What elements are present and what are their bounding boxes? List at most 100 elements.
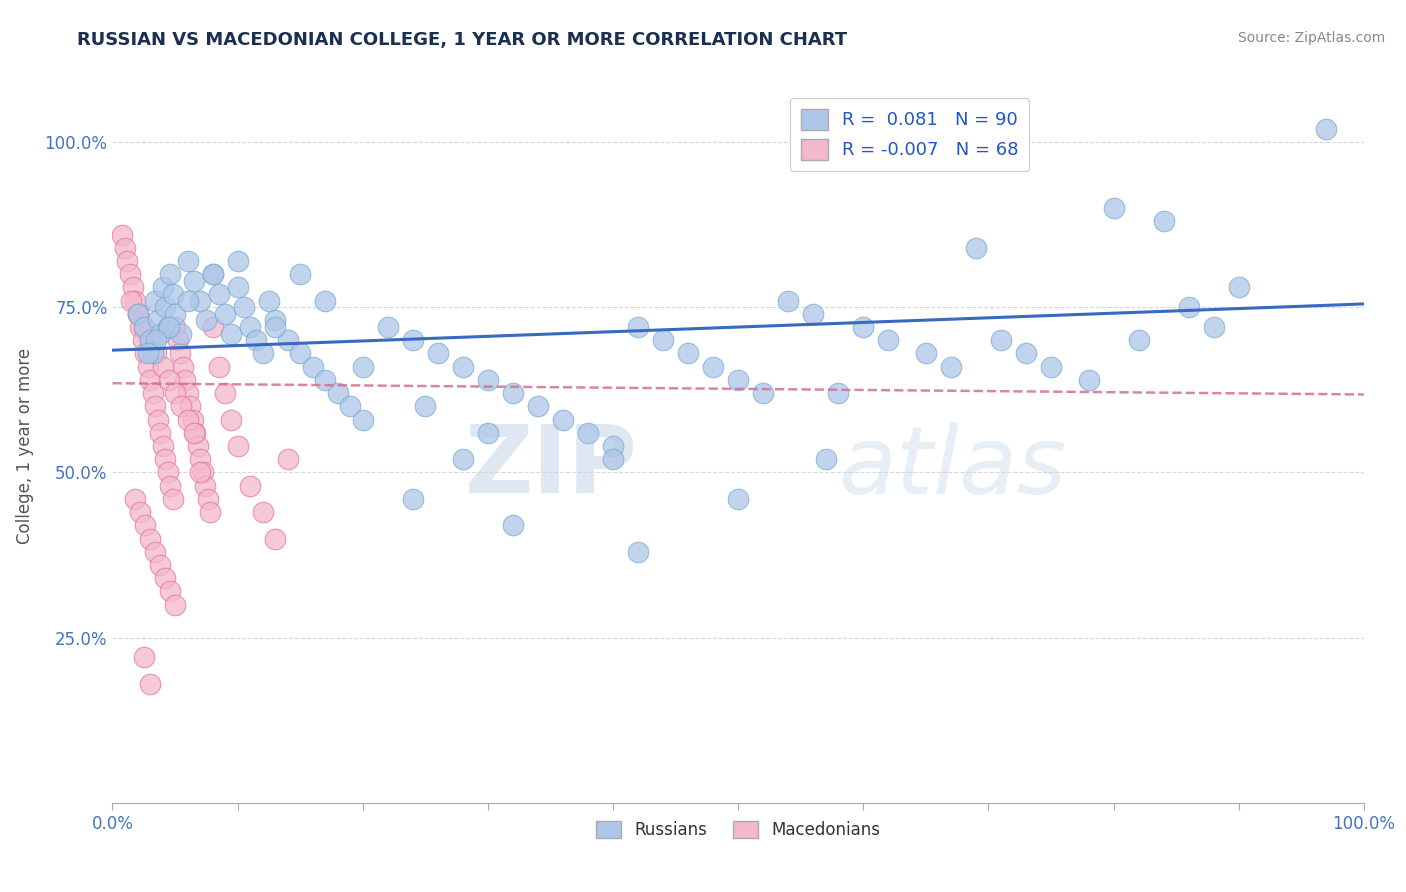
Point [477,373,499,387]
Point [143,545,166,559]
Point [170,400,193,414]
Point [159,478,181,492]
Point [502,518,524,533]
Point [232,300,254,314]
Point [1202,320,1225,334]
Point [477,425,499,440]
Point [129,320,152,334]
Point [264,320,287,334]
Point [149,425,172,440]
Point [183,425,205,440]
Point [198,505,221,519]
Point [163,307,186,321]
Point [752,386,775,401]
Point [127,307,149,321]
Point [245,333,267,347]
Point [139,333,162,347]
Point [146,412,169,426]
Text: ZIP: ZIP [465,421,638,514]
Point [139,373,162,387]
Point [1077,373,1099,387]
Point [1039,359,1063,374]
Point [176,293,198,308]
Point [1177,300,1199,314]
Point [145,346,167,360]
Point [195,313,218,327]
Point [157,320,180,334]
Point [352,359,374,374]
Point [174,373,197,387]
Point [226,439,249,453]
Point [451,359,474,374]
Point [527,400,550,414]
Point [426,346,449,360]
Point [163,386,186,401]
Point [152,280,174,294]
Point [778,293,800,308]
Point [170,326,193,341]
Point [827,386,849,401]
Point [1153,214,1175,228]
Point [314,373,336,387]
Point [132,650,155,665]
Point [149,558,172,572]
Point [939,359,962,374]
Point [188,466,211,480]
Point [326,386,349,401]
Point [188,293,211,308]
Point [149,326,172,341]
Point [132,320,155,334]
Point [134,346,156,360]
Point [214,307,236,321]
Point [152,359,174,374]
Point [179,400,201,414]
Point [339,400,361,414]
Point [208,287,231,301]
Point [627,545,650,559]
Point [118,267,141,281]
Point [264,532,287,546]
Point [1315,121,1337,136]
Point [576,425,599,440]
Point [131,333,153,347]
Point [157,373,180,387]
Point [183,274,205,288]
Point [166,333,188,347]
Point [602,452,624,467]
Point [141,386,163,401]
Point [915,346,938,360]
Point [814,452,837,467]
Text: Source: ZipAtlas.com: Source: ZipAtlas.com [1237,31,1385,45]
Point [290,346,312,360]
Point [124,293,146,308]
Point [290,267,312,281]
Point [176,254,198,268]
Point [197,491,219,506]
Point [226,280,249,294]
Point [127,307,149,321]
Point [277,333,299,347]
Point [451,452,474,467]
Point [239,320,262,334]
Point [852,320,875,334]
Point [990,333,1012,347]
Point [208,359,231,374]
Point [143,293,166,308]
Point [163,320,186,334]
Point [221,412,243,426]
Point [111,227,134,242]
Point [134,518,156,533]
Point [264,313,287,327]
Point [121,280,143,294]
Point [352,412,374,426]
Point [551,412,574,426]
Point [201,267,224,281]
Point [188,452,211,467]
Point [145,333,167,347]
Point [201,320,224,334]
Point [169,346,191,360]
Point [159,584,181,599]
Point [191,466,214,480]
Point [141,346,163,360]
Point [124,491,146,506]
